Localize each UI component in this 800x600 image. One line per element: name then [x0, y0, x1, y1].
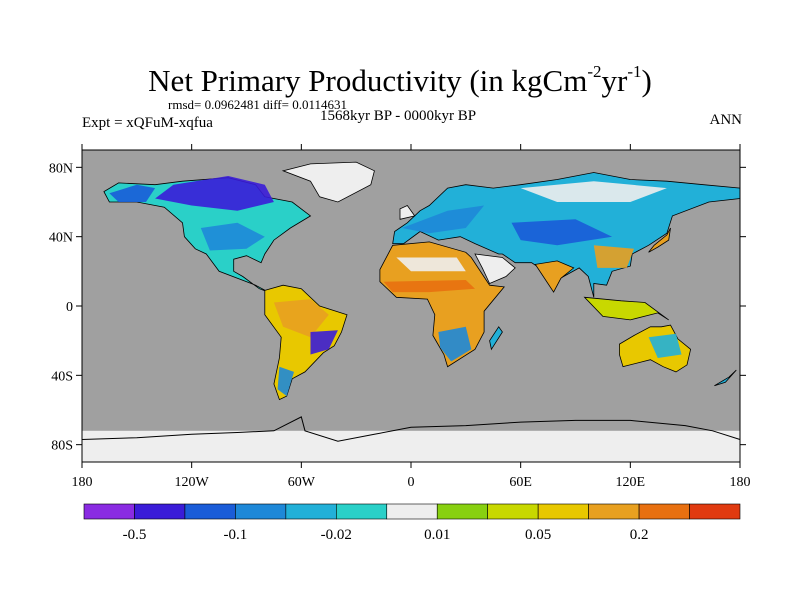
colorbar-box — [83, 503, 135, 520]
arabia — [474, 253, 516, 285]
madagascar — [489, 326, 503, 351]
africa — [379, 241, 505, 368]
india — [534, 260, 575, 293]
land-field-layer — [103, 161, 741, 401]
season-label: ANN — [709, 112, 743, 128]
axis-ticks: 80N 40N 0 40S 80S 180 120W 60W 0 60E 120E 180 — [49, 144, 751, 490]
colorbar-box — [184, 503, 236, 520]
colorbar-box — [487, 503, 539, 520]
lon-tick-label: 120W — [175, 475, 210, 490]
japan — [648, 227, 671, 253]
new-zealand — [714, 369, 737, 387]
colorbar-box — [235, 503, 287, 520]
lat-tick-label: 80N — [49, 161, 73, 176]
colorbar-label: -0.1 — [224, 527, 248, 543]
colorbar-label: 0.01 — [424, 527, 450, 543]
colorbar-label: -0.02 — [321, 527, 352, 543]
lon-tick-label: 0 — [408, 475, 415, 490]
patch-central-asia-decrease — [511, 219, 613, 246]
patch-southern-africa-decrease — [438, 326, 472, 362]
world-map — [81, 149, 741, 463]
lon-tick-label: 60W — [288, 475, 316, 490]
colorbar-box — [134, 503, 186, 520]
colorbar-box — [588, 503, 640, 520]
patch-sahel-strong-increase — [383, 280, 475, 293]
patch-sahara-no-change — [396, 257, 466, 272]
lon-tick-label: 180 — [72, 475, 93, 490]
patch-siberia-no-change — [520, 181, 667, 202]
colorbar-box — [689, 503, 741, 520]
stats-label: rmsd= 0.0962481 diff= 0.0114631 — [168, 97, 347, 112]
uk — [399, 204, 416, 220]
period-label: 1568kyr BP - 0000kyr BP — [320, 108, 477, 124]
lat-tick-label: 40S — [51, 369, 73, 384]
greenland — [281, 161, 375, 203]
antarctica-region — [82, 430, 740, 462]
patch-brazil-decrease — [310, 330, 338, 355]
patch-amazon-increase — [273, 299, 329, 338]
colorbar-box — [638, 503, 690, 520]
experiment-label: Expt = xQFuM-xqfua — [82, 115, 213, 131]
lat-tick-label: 80S — [51, 439, 73, 454]
patch-us-decrease — [200, 222, 265, 251]
colorbar-label: -0.5 — [123, 527, 147, 543]
patch-alaska-decrease — [109, 184, 156, 202]
colorbar-label: 0.05 — [525, 527, 551, 543]
lat-tick-label: 0 — [66, 300, 73, 315]
antarctica-coastline — [81, 416, 741, 442]
colorbar: -0.5 -0.1 -0.02 0.01 0.05 0.2 — [83, 503, 741, 543]
lon-tick-label: 60E — [509, 475, 532, 490]
patch-europe-decrease — [401, 205, 485, 234]
patch-australia-decrease — [648, 333, 682, 358]
indonesia — [583, 296, 669, 321]
lon-tick-label: 120E — [616, 475, 646, 490]
lon-tick-label: 180 — [730, 475, 751, 490]
colorbar-box — [386, 503, 438, 520]
plot-title: Net Primary Productivity (in kgCm-2yr-1) — [148, 62, 652, 98]
patch-east-asia-increase — [593, 245, 634, 268]
colorbar-box — [537, 503, 589, 520]
colorbar-label: 0.2 — [630, 527, 649, 543]
lat-tick-label: 40N — [49, 231, 73, 246]
patch-canada-strong-decrease — [155, 176, 274, 211]
colorbar-box — [285, 503, 337, 520]
colorbar-box — [436, 503, 488, 520]
colorbar-box — [336, 503, 388, 520]
patch-patagonia-decrease — [277, 366, 294, 397]
